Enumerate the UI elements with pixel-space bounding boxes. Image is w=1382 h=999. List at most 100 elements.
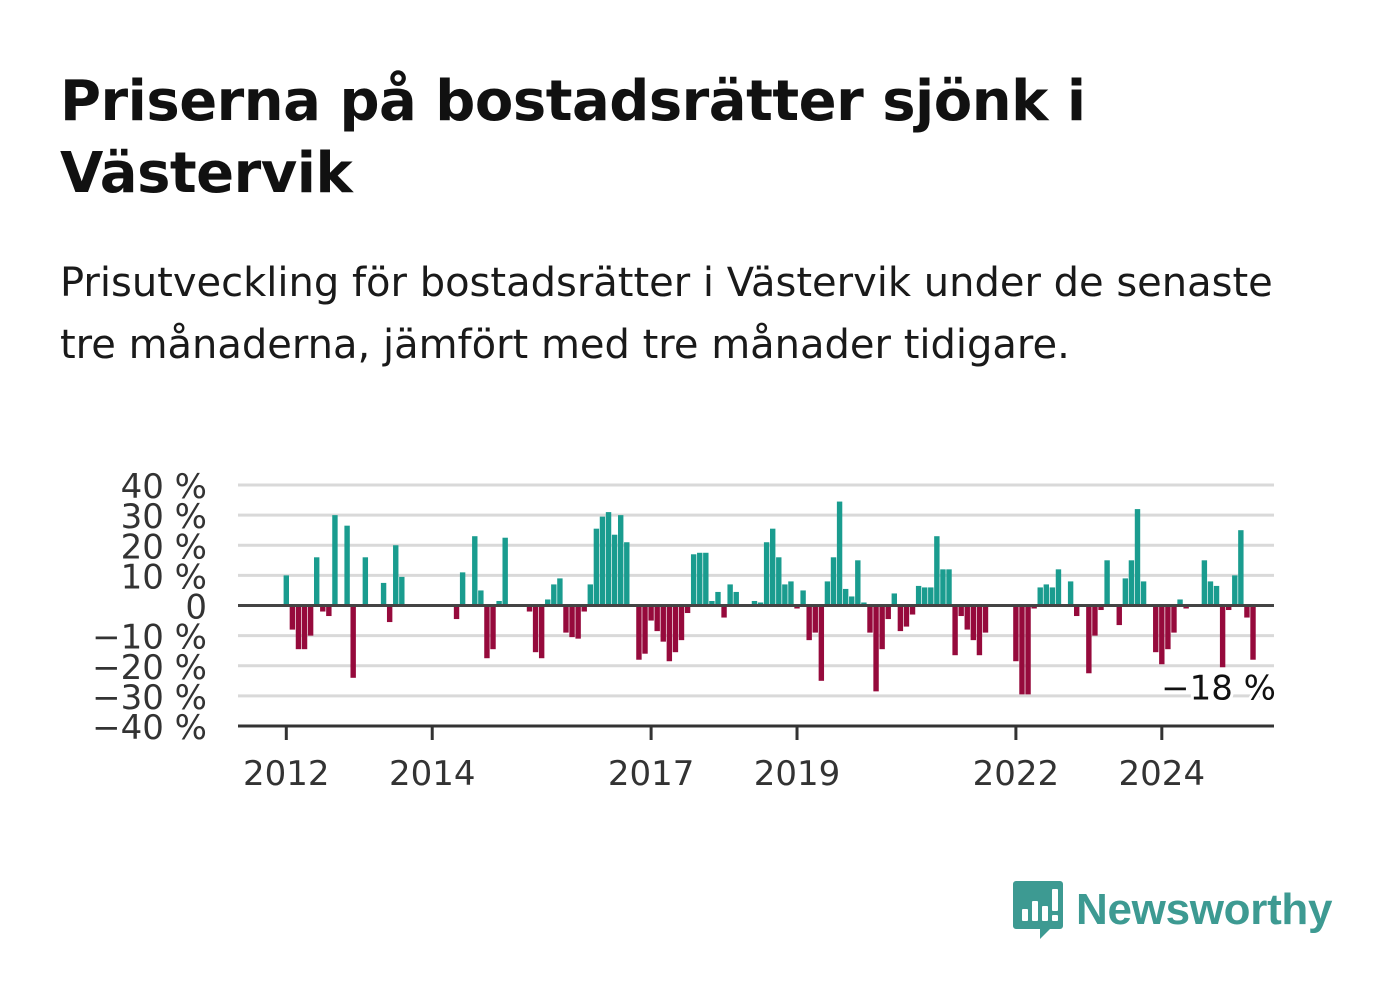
- bar: [557, 578, 563, 606]
- bar: [800, 590, 806, 606]
- x-tick-label: 2017: [608, 754, 695, 794]
- bar: [654, 605, 660, 632]
- bar: [709, 600, 715, 606]
- bar: [569, 605, 575, 638]
- y-tick-label: −30 %: [92, 678, 207, 718]
- bar: [1025, 605, 1031, 695]
- bar: [940, 569, 946, 606]
- bar: [836, 501, 843, 606]
- bar: [1013, 605, 1019, 662]
- bar: [721, 605, 727, 618]
- bar: [496, 600, 502, 606]
- bar: [776, 557, 782, 606]
- bar: [782, 584, 788, 606]
- bar: [678, 605, 685, 641]
- bar: [350, 605, 356, 678]
- bar: [867, 605, 873, 633]
- bar: [1244, 605, 1250, 618]
- bar: [861, 602, 867, 606]
- y-tick-label: 0: [185, 588, 207, 628]
- newsworthy-brand[interactable]: Newsworthy: [1012, 878, 1332, 942]
- bar: [526, 605, 533, 612]
- bar: [502, 537, 508, 606]
- bar: [295, 605, 302, 650]
- bar: [314, 557, 320, 606]
- bar: [982, 605, 989, 633]
- bar: [1128, 560, 1135, 606]
- bar: [472, 536, 478, 606]
- bar: [1165, 605, 1171, 650]
- bar: [1104, 560, 1110, 606]
- bar: [1177, 599, 1183, 606]
- bar: [763, 542, 770, 606]
- bar: [1159, 605, 1165, 665]
- bar: [1250, 605, 1256, 660]
- brand-name: Newsworthy: [1076, 885, 1333, 934]
- bar: [964, 605, 970, 630]
- bar: [1092, 605, 1098, 636]
- bar: [970, 605, 977, 641]
- bar: [642, 605, 648, 654]
- bar: [1055, 569, 1062, 606]
- bar: [976, 605, 983, 656]
- newsworthy-logo-icon: [1013, 881, 1063, 939]
- bar: [618, 515, 624, 606]
- bar: [551, 584, 557, 606]
- bar: [952, 605, 958, 656]
- bar: [1067, 581, 1074, 606]
- bar: [1074, 605, 1080, 617]
- bar: [818, 605, 825, 681]
- bar: [490, 605, 496, 650]
- bar: [1183, 605, 1189, 609]
- bar: [545, 599, 551, 606]
- x-tick-label: 2019: [754, 754, 841, 794]
- last-value-label: −18 %: [1161, 669, 1276, 709]
- bar: [684, 605, 691, 614]
- bar: [1134, 509, 1141, 606]
- bar: [1201, 560, 1208, 606]
- bar: [715, 591, 721, 606]
- bar: [915, 585, 922, 606]
- bar: [648, 605, 654, 621]
- bar: [538, 605, 545, 659]
- bar: [922, 587, 928, 606]
- bar: [891, 593, 897, 606]
- bar: [1171, 605, 1177, 633]
- bar: [1086, 605, 1092, 674]
- bar: [672, 605, 679, 653]
- bar: [532, 605, 539, 653]
- bar: [824, 581, 831, 606]
- bar: [794, 605, 800, 609]
- bar: [830, 557, 837, 606]
- bar: [1116, 605, 1122, 626]
- bar: [897, 605, 904, 632]
- bar: [1207, 581, 1214, 606]
- bar: [605, 512, 612, 606]
- y-tick-label: −10 %: [92, 618, 207, 658]
- bar: [301, 605, 308, 650]
- bar: [380, 582, 387, 606]
- bar: [1219, 605, 1226, 668]
- bar: [855, 560, 861, 606]
- bar: [453, 605, 460, 620]
- bar: [842, 588, 849, 606]
- bar: [934, 536, 940, 606]
- bar: [1049, 587, 1056, 606]
- y-tick-label: 40 %: [121, 467, 207, 507]
- bar: [849, 596, 855, 606]
- bar: [1019, 605, 1025, 695]
- bar: [399, 576, 405, 606]
- bar: [326, 605, 332, 617]
- bar: [885, 605, 891, 620]
- bar: [307, 605, 314, 636]
- bar: [581, 605, 587, 612]
- bar: [788, 581, 794, 606]
- bar: [757, 602, 764, 606]
- bar: [624, 542, 630, 606]
- bar: [812, 605, 818, 633]
- y-tick-label: 30 %: [121, 497, 207, 537]
- bar: [478, 590, 484, 606]
- bar: [703, 552, 709, 606]
- chart-subtitle: Prisutveckling för bostadsrätter i Väste…: [60, 260, 1273, 368]
- bar: [1031, 605, 1037, 609]
